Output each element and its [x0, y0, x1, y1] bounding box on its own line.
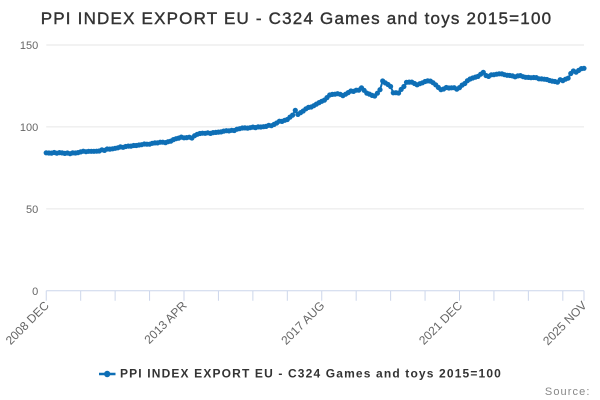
svg-text:PPI INDEX EXPORT EU - C324 Gam: PPI INDEX EXPORT EU - C324 Games and toy… — [41, 9, 553, 28]
svg-text:150: 150 — [20, 40, 38, 52]
svg-text:0: 0 — [32, 286, 38, 298]
svg-text:Source:: Source: — [545, 386, 591, 398]
svg-text:50: 50 — [26, 204, 38, 216]
svg-text:100: 100 — [20, 122, 38, 134]
svg-text:PPI INDEX EXPORT EU - C324 Gam: PPI INDEX EXPORT EU - C324 Games and toy… — [120, 366, 502, 380]
